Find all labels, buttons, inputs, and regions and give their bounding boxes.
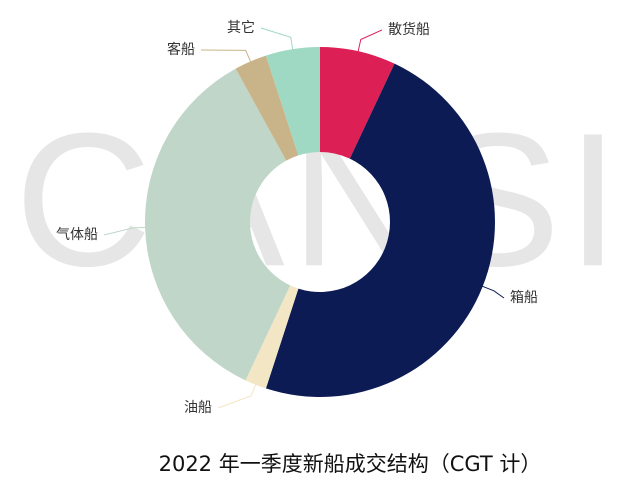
donut-slice: [320, 47, 395, 159]
chart-title: 2022 年一季度新船成交结构（CGT 计）: [159, 452, 542, 476]
leader-line: [260, 27, 295, 56]
leader-line: [103, 226, 152, 236]
leader-line: [356, 29, 383, 58]
donut-slice: [245, 285, 299, 389]
donut-slice: [265, 63, 495, 397]
slice-label: 气体船: [56, 227, 98, 243]
slice-label: 散货船: [388, 21, 430, 38]
leader-line: [217, 378, 259, 409]
donut-slice: [265, 47, 320, 156]
leader-line: [476, 283, 505, 299]
slice-label: 油船: [184, 400, 212, 416]
leader-line: [200, 49, 254, 68]
donut-slice: [235, 55, 299, 161]
slice-label: 客船: [167, 41, 195, 58]
donut-slice: [145, 68, 291, 381]
slice-label: 其它: [227, 19, 255, 36]
slice-label: 箱船: [510, 290, 538, 306]
